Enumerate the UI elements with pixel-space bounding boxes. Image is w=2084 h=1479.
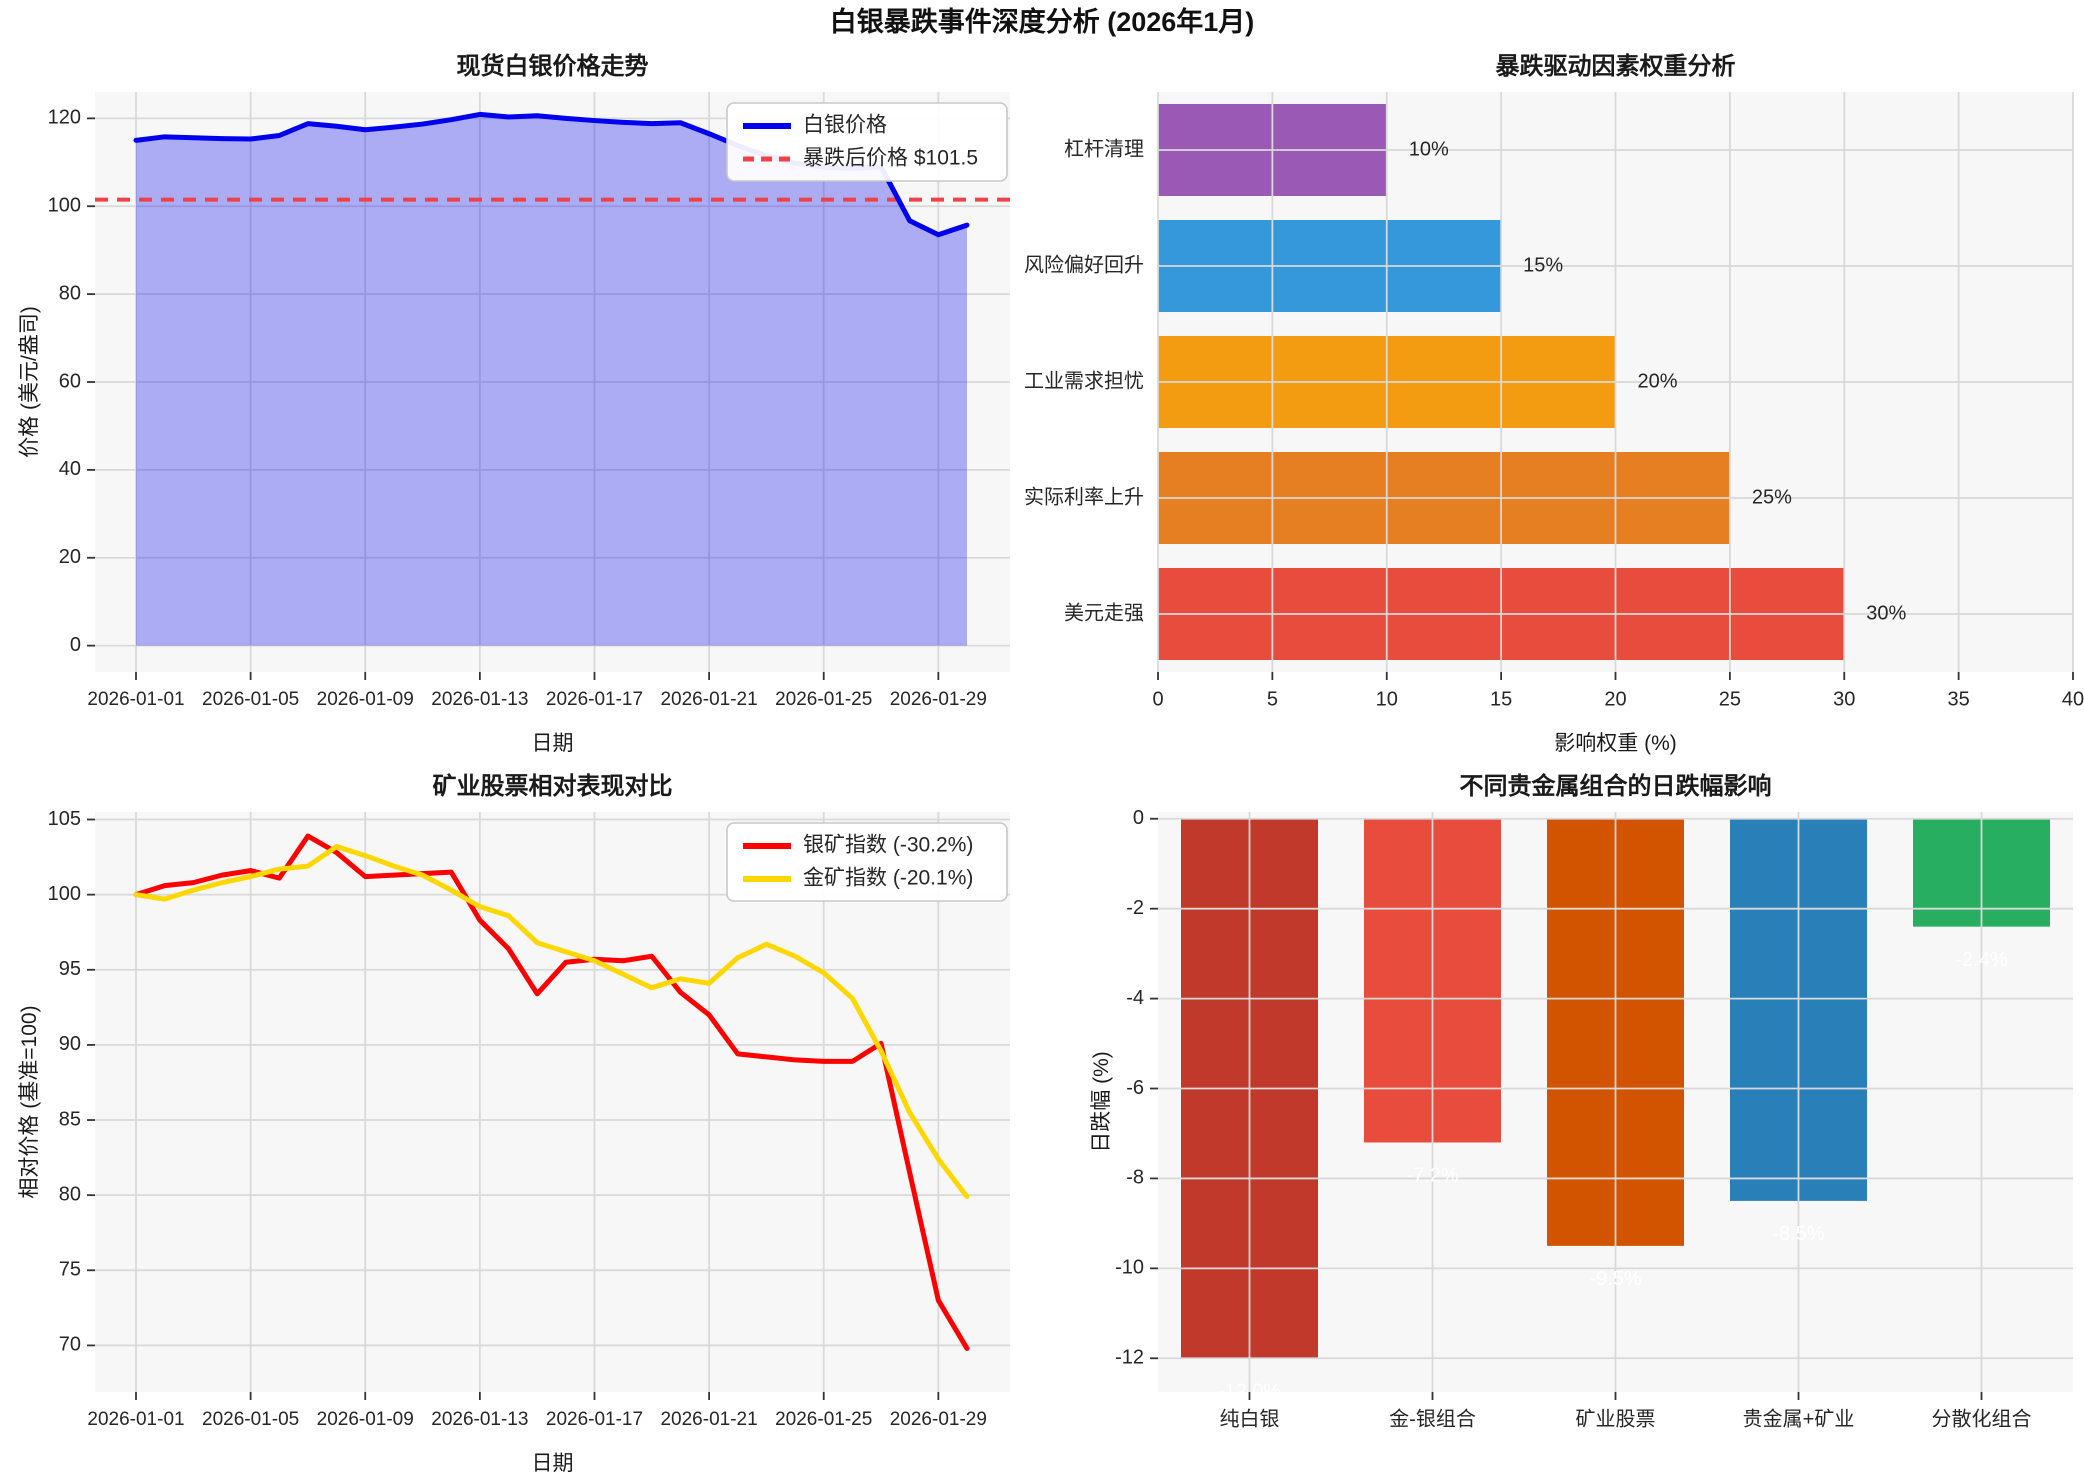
y-axis-label-silver-price: 价格 (美元/盎司) bbox=[18, 306, 41, 458]
mining-stocks-line bbox=[133, 833, 970, 1351]
x-tick-label: 30 bbox=[1833, 688, 1855, 710]
x-tick-label: 10 bbox=[1376, 688, 1398, 710]
chart-title-portfolio-impact: 不同贵金属组合的日跌幅影响 bbox=[1459, 773, 1772, 800]
y-tick-label: 20 bbox=[59, 546, 81, 568]
bar-value-label: 30% bbox=[1866, 602, 1906, 624]
x-tick-label: 40 bbox=[2062, 688, 2084, 710]
y-tick-label: -6 bbox=[1126, 1077, 1144, 1099]
chart-mining-stocks: 2026-01-01 2026-01-05 2026-01-09 2026-01-13… bbox=[48, 808, 1010, 1430]
y-tick-label: 100 bbox=[48, 195, 81, 217]
x-tick-label: 2026-01-09 bbox=[317, 689, 414, 710]
bar-value-label: 15% bbox=[1523, 254, 1563, 276]
y-tick-label: 80 bbox=[59, 282, 81, 304]
y-tick-label: 60 bbox=[59, 370, 81, 392]
x-tick-label: 2026-01-01 bbox=[87, 1409, 184, 1430]
category-label: 金-银组合 bbox=[1389, 1407, 1476, 1430]
y-tick-label: 120 bbox=[48, 107, 81, 129]
legend-label: 白银价格 bbox=[803, 114, 887, 137]
x-tick-label: 35 bbox=[1948, 688, 1970, 710]
mining-stocks-line bbox=[133, 844, 970, 1200]
x-tick-label: 2026-01-17 bbox=[546, 689, 643, 710]
legend-box bbox=[726, 822, 1008, 902]
x-tick-label: 2026-01-01 bbox=[87, 689, 184, 710]
y-tick-label: 100 bbox=[48, 883, 81, 905]
category-label: 风险偏好回升 bbox=[1024, 253, 1144, 276]
x-tick-label: 25 bbox=[1719, 688, 1741, 710]
chart-title-mining-stocks: 矿业股票相对表现对比 bbox=[432, 773, 673, 800]
bar-value-label: -8.5% bbox=[1772, 1223, 1824, 1245]
x-tick-label: 0 bbox=[1152, 688, 1163, 710]
y-tick-label: -2 bbox=[1126, 897, 1144, 919]
x-tick-label: 15 bbox=[1490, 688, 1512, 710]
x-tick-label: 2026-01-13 bbox=[431, 689, 528, 710]
y-tick-label: 105 bbox=[48, 808, 81, 830]
x-tick-label: 2026-01-13 bbox=[431, 1409, 528, 1430]
silver-price-area bbox=[136, 114, 967, 646]
category-label: 工业需求担忧 bbox=[1024, 369, 1144, 392]
x-tick-label: 2026-01-09 bbox=[317, 1409, 414, 1430]
legend-label: 银矿指数 (-30.2%) bbox=[803, 834, 973, 857]
x-axis-label-silver-price: 日期 bbox=[531, 732, 574, 755]
bar-value-label: -2.4% bbox=[1955, 949, 2007, 971]
x-tick-label: 5 bbox=[1267, 688, 1278, 710]
bar-value-label: -9.5% bbox=[1589, 1268, 1641, 1290]
category-label: 贵金属+矿业 bbox=[1743, 1407, 1855, 1430]
bar-value-label: -7.2% bbox=[1406, 1165, 1458, 1187]
x-tick-label: 20 bbox=[1604, 688, 1626, 710]
bar-value-label: 25% bbox=[1752, 486, 1792, 508]
x-tick-label: 2026-01-29 bbox=[890, 689, 987, 710]
y-tick-label: -4 bbox=[1126, 987, 1144, 1009]
x-axis-label-crash-drivers: 影响权重 (%) bbox=[1554, 732, 1677, 755]
category-label: 纯白银 bbox=[1220, 1407, 1280, 1430]
legend: 银矿指数 (-30.2%) 金矿指数 (-20.1%) bbox=[726, 822, 1008, 902]
bar-value-label: -12.0% bbox=[1218, 1381, 1282, 1403]
y-tick-label: 85 bbox=[59, 1108, 81, 1130]
x-tick-label: 2026-01-29 bbox=[890, 1409, 987, 1430]
y-tick-label: -10 bbox=[1115, 1257, 1144, 1279]
figure-title: 白银暴跌事件深度分析 (2026年1月) bbox=[829, 7, 1255, 37]
y-tick-label: 0 bbox=[70, 634, 81, 656]
category-label: 矿业股票 bbox=[1576, 1407, 1656, 1430]
chart-title-crash-drivers: 暴跌驱动因素权重分析 bbox=[1495, 53, 1736, 80]
chart-portfolio-impact: -12.0% 纯白银 -7.2% 金-银组合 -9.5% 矿业股票 -8.5% 贵金属+矿业 -… bbox=[1115, 807, 2073, 1430]
x-tick-label: 2026-01-05 bbox=[202, 1409, 299, 1430]
chart-title-silver-price: 现货白银价格走势 bbox=[456, 53, 649, 80]
category-label: 杠杆清理 bbox=[1064, 137, 1144, 160]
x-tick-label: 2026-01-25 bbox=[775, 1409, 872, 1430]
category-label: 实际利率上升 bbox=[1024, 485, 1144, 508]
legend-box bbox=[726, 102, 1008, 182]
legend-label: 金矿指数 (-20.1%) bbox=[803, 867, 973, 890]
chart-crash-drivers: 杠杆清理 10% 风险偏好回升 15% 工业需求担忧 20% 实际利率上升 25% 美元走强 30… bbox=[1024, 92, 2084, 710]
y-tick-label: 75 bbox=[59, 1259, 81, 1281]
x-tick-label: 2026-01-21 bbox=[660, 689, 757, 710]
category-label: 分散化组合 bbox=[1932, 1407, 2032, 1430]
x-tick-label: 2026-01-21 bbox=[660, 1409, 757, 1430]
y-tick-label: 40 bbox=[59, 458, 81, 480]
x-tick-label: 2026-01-25 bbox=[775, 689, 872, 710]
x-axis-label-mining-stocks: 日期 bbox=[531, 1452, 574, 1475]
chart-silver-price: 2026-01-01 2026-01-05 2026-01-09 2026-01-13… bbox=[48, 92, 1010, 710]
y-axis-label-mining-stocks: 相对价格 (基准=100) bbox=[18, 1005, 41, 1199]
y-tick-label: 0 bbox=[1133, 807, 1144, 829]
bar-value-label: 20% bbox=[1638, 370, 1678, 392]
plot-area bbox=[95, 812, 1010, 1392]
y-axis-label-portfolio-impact: 日跌幅 (%) bbox=[1090, 1051, 1113, 1153]
y-tick-label: 90 bbox=[59, 1033, 81, 1055]
y-tick-label: 95 bbox=[59, 958, 81, 980]
category-label: 美元走强 bbox=[1064, 601, 1144, 624]
y-tick-label: -12 bbox=[1115, 1347, 1144, 1369]
y-tick-label: 80 bbox=[59, 1183, 81, 1205]
legend-label: 暴跌后价格 $101.5 bbox=[803, 147, 978, 170]
y-tick-label: 70 bbox=[59, 1334, 81, 1356]
bar-value-label: 10% bbox=[1409, 138, 1449, 160]
x-tick-label: 2026-01-17 bbox=[546, 1409, 643, 1430]
x-tick-label: 2026-01-05 bbox=[202, 689, 299, 710]
y-tick-label: -8 bbox=[1126, 1167, 1144, 1189]
